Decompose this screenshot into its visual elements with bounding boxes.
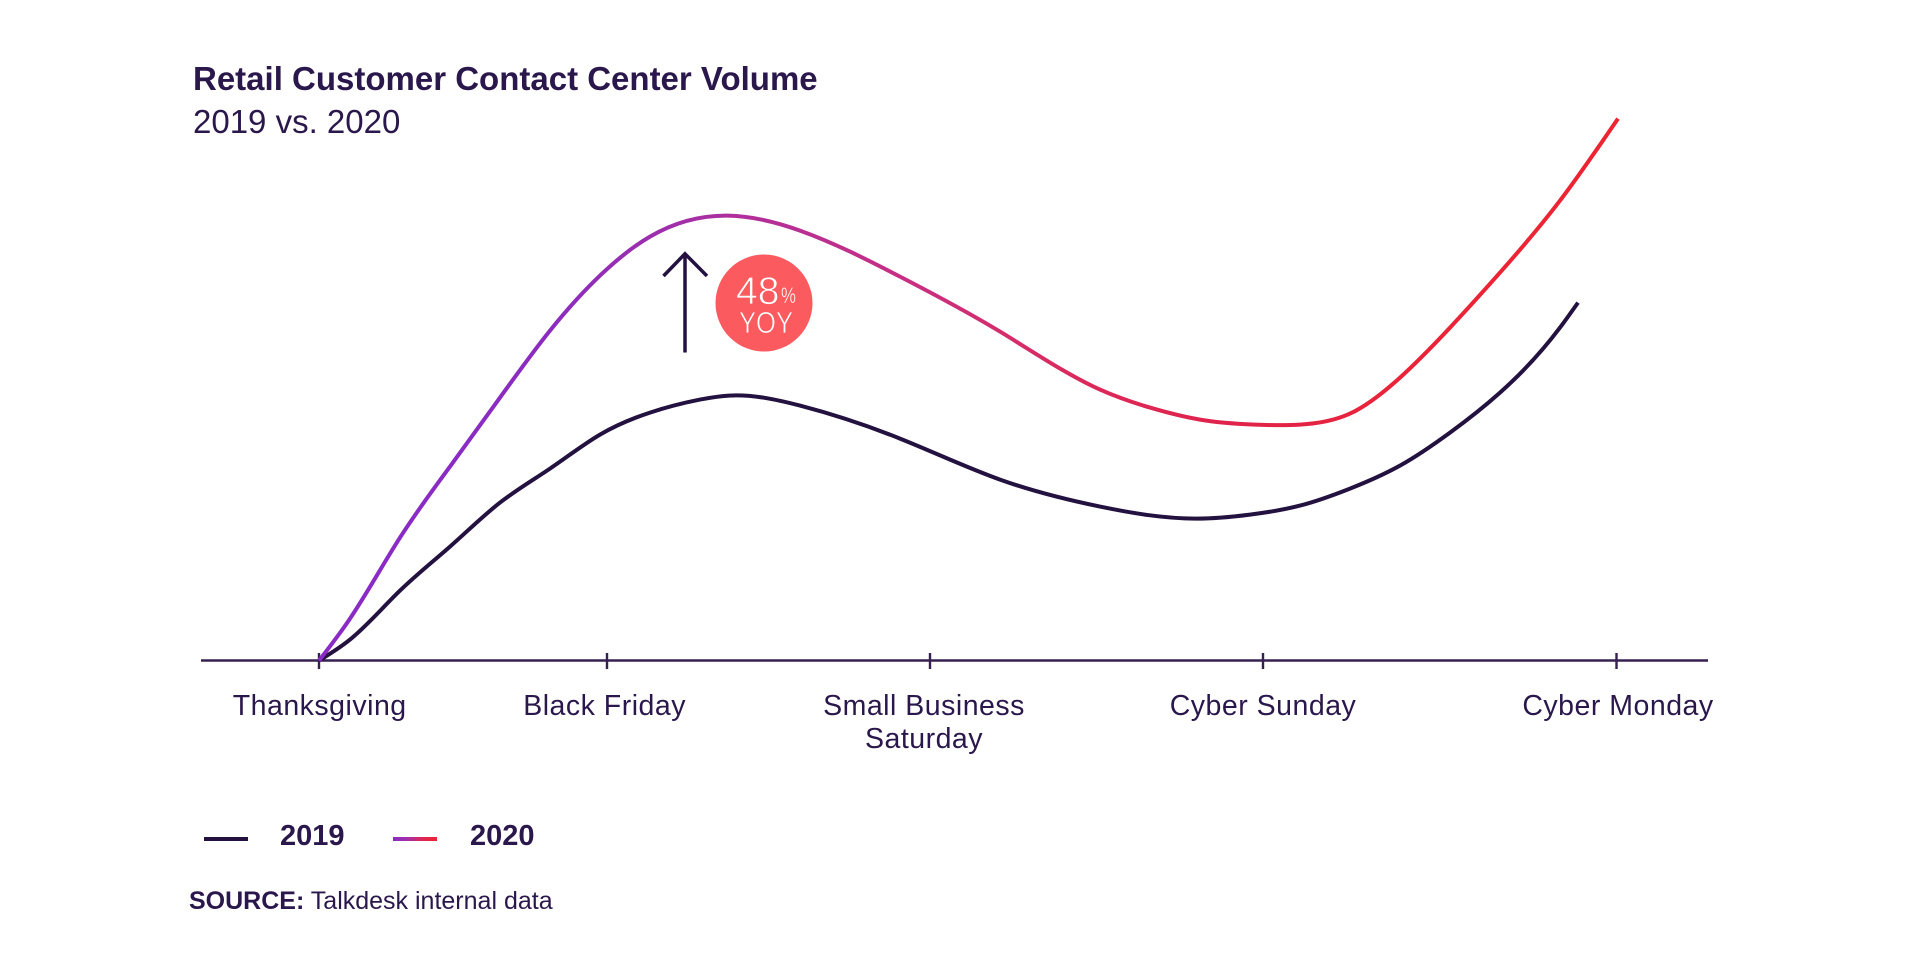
svg-text:Thanksgiving: Thanksgiving [233, 690, 407, 722]
svg-text:Cyber Monday: Cyber Monday [1522, 690, 1714, 722]
svg-text:%: % [781, 283, 796, 308]
svg-text:2019 vs. 2020: 2019 vs. 2020 [193, 103, 400, 140]
svg-text:48: 48 [736, 270, 779, 313]
svg-text:2019: 2019 [280, 820, 345, 852]
svg-text:Cyber Sunday: Cyber Sunday [1170, 690, 1357, 722]
svg-text:Black Friday: Black Friday [523, 690, 686, 722]
svg-text:SOURCE: Talkdesk internal data: SOURCE: Talkdesk internal data [189, 887, 553, 915]
svg-text:2020: 2020 [470, 820, 535, 852]
svg-text:Saturday: Saturday [865, 723, 983, 755]
svg-text:Small Business: Small Business [823, 690, 1025, 722]
svg-text:Retail Customer Contact Center: Retail Customer Contact Center Volume [193, 60, 818, 97]
svg-text:YOY: YOY [739, 305, 793, 340]
